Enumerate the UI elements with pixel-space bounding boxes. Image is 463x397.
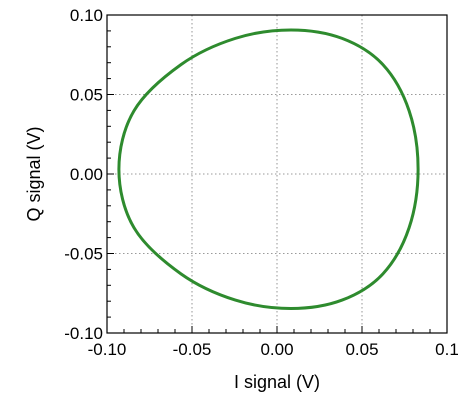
iq-trace-line xyxy=(117,28,420,311)
x-tick-label: 0.1 xyxy=(435,340,459,359)
y-tick-label: -0.05 xyxy=(64,245,103,264)
x-tick-label: -0.10 xyxy=(88,340,127,359)
x-tick-label: -0.05 xyxy=(173,340,212,359)
x-tick-label: 0.05 xyxy=(345,340,378,359)
tick-labels: -0.10 -0.05 0.00 0.05 0.1 0.10 0.05 0.00 -0.05 -0… xyxy=(64,6,459,359)
grid-lines xyxy=(107,15,447,333)
x-axis-label: I signal (V) xyxy=(234,372,320,392)
y-axis-label: Q signal (V) xyxy=(24,126,44,221)
y-tick-label: 0.05 xyxy=(70,86,103,105)
y-tick-label: 0.00 xyxy=(70,165,103,184)
tick-marks xyxy=(106,14,448,334)
x-tick-label: 0.00 xyxy=(260,340,293,359)
y-tick-label: -0.10 xyxy=(64,324,103,343)
series-layer xyxy=(117,28,420,311)
y-tick-label: 0.10 xyxy=(70,6,103,25)
